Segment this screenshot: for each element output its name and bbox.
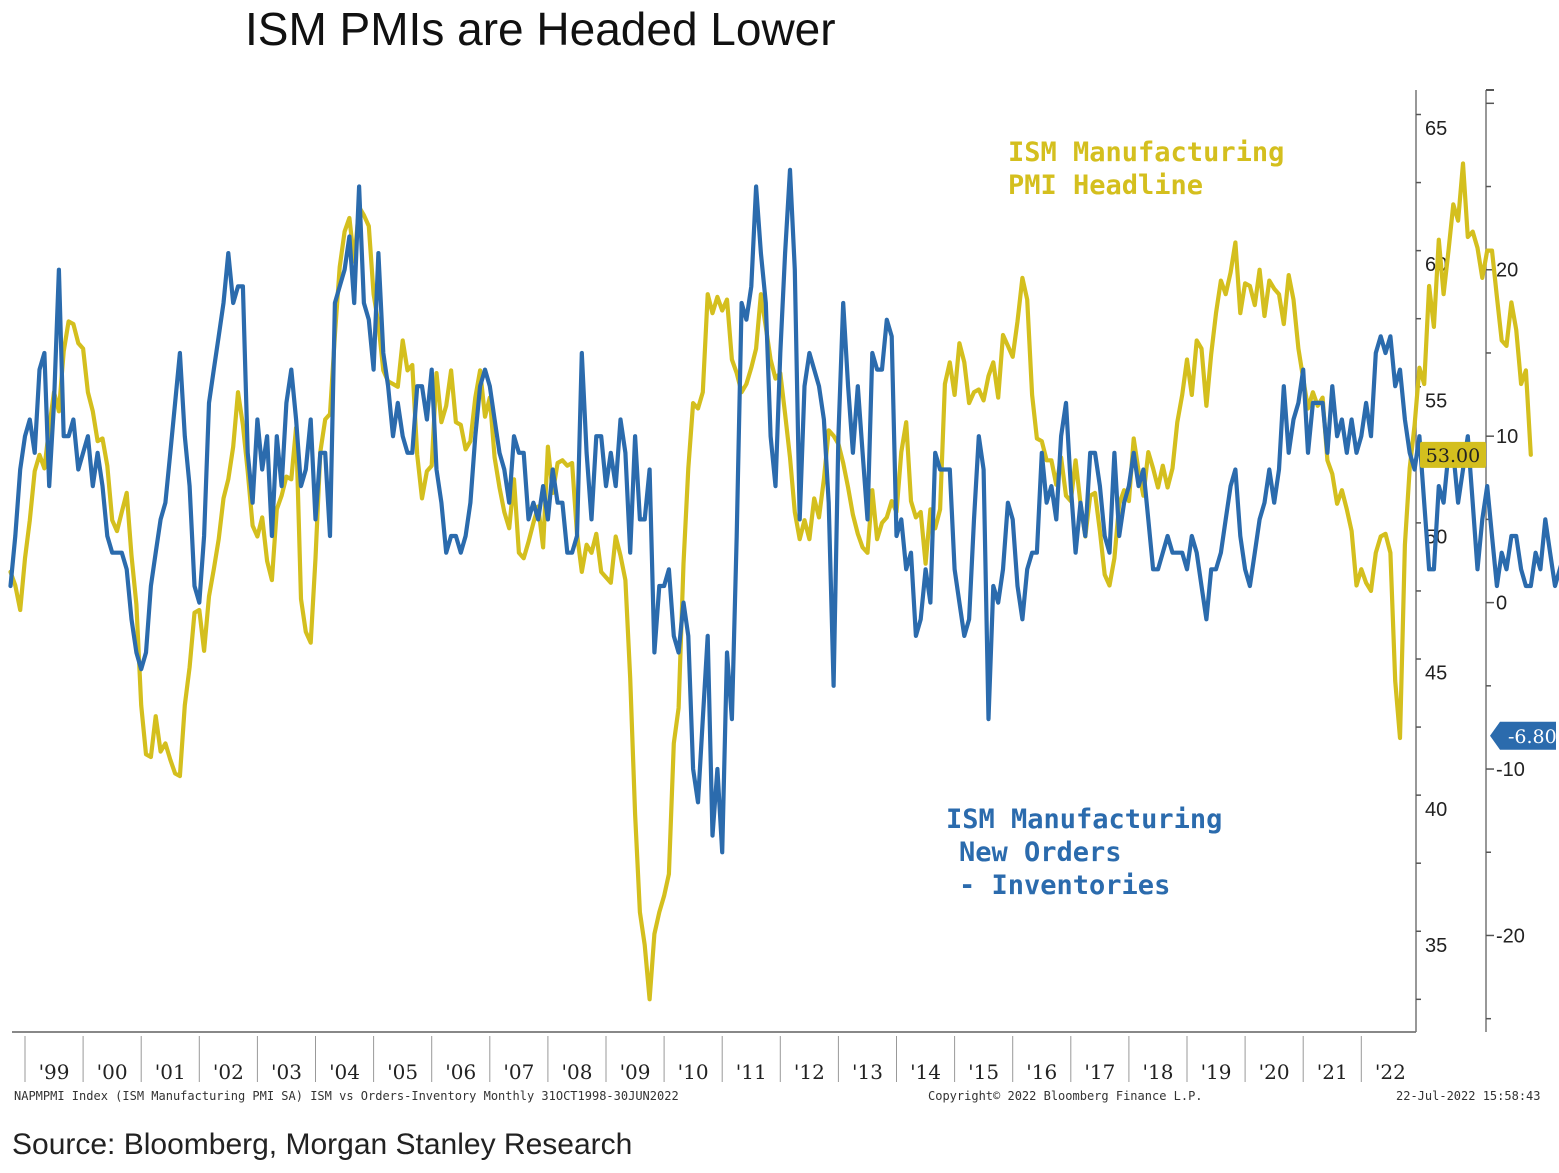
left-axis-tick-label: 55 [1425, 390, 1447, 412]
x-tick-label: '19 [1201, 1060, 1232, 1084]
orders-series-annotation: New Orders [959, 837, 1122, 868]
chart-axes: '99 '00 '01 '02 '03 '04 '05 '06 '07 '08 '09 '10 '11 '… [12, 89, 1525, 1084]
orders-series-annotation: - Inventories [959, 870, 1170, 901]
x-tick-label: '07 [503, 1060, 534, 1084]
footer-series-info: NAPMPMI Index (ISM Manufacturing PMI SA)… [14, 1089, 679, 1103]
right-axis-tick-label: 10 [1496, 426, 1518, 448]
pmi-series-annotation: ISM Manufacturing [1008, 137, 1284, 168]
right-axis-tick-label: 0 [1496, 593, 1507, 615]
right-axis-tick-label: 20 [1496, 260, 1518, 282]
x-tick-label: '08 [561, 1060, 592, 1084]
x-tick-label: '09 [620, 1060, 651, 1084]
x-tick-label: '17 [1084, 1060, 1115, 1084]
chart: '99 '00 '01 '02 '03 '04 '05 '06 '07 '08 '09 '10 '11 '… [8, 89, 1559, 1084]
x-tick-label: '10 [678, 1060, 709, 1084]
orders-last-value-badge [1490, 721, 1556, 750]
x-tick-label: '04 [329, 1060, 360, 1084]
x-tick-label: '03 [271, 1060, 302, 1084]
orders-last-value-label: -6.80 [1508, 726, 1557, 748]
x-tick-label: '14 [910, 1060, 941, 1084]
x-tick-label: '18 [1142, 1060, 1173, 1084]
pmi-last-value-label: 53.00 [1426, 445, 1480, 467]
footer-timestamp: 22-Jul-2022 15:58:43 [1396, 1089, 1541, 1103]
x-tick-label: '06 [445, 1060, 476, 1084]
chart-lines [8, 161, 1559, 1002]
x-tick-label: '99 [39, 1060, 70, 1084]
page-title: ISM PMIs are Headed Lower [245, 3, 836, 55]
left-axis-tick-label: 65 [1425, 118, 1447, 140]
x-tick-label: '13 [852, 1060, 883, 1084]
right-axis-tick-label: -10 [1496, 759, 1525, 781]
footer-copyright: Copyright© 2022 Bloomberg Finance L.P. [928, 1089, 1203, 1103]
x-tick-label: '12 [794, 1060, 825, 1084]
left-axis-tick-label: 40 [1425, 799, 1447, 821]
x-tick-label: '05 [387, 1060, 418, 1084]
left-axis-tick-label: 45 [1425, 663, 1447, 685]
x-tick-label: '15 [968, 1060, 999, 1084]
series-line-orders [8, 167, 1559, 855]
right-axis-tick-label: -20 [1496, 925, 1525, 947]
x-tick-label: '11 [736, 1060, 767, 1084]
pmi-last-value-badge [1420, 441, 1486, 468]
x-tick-label: '02 [213, 1060, 244, 1084]
x-tick-label: '16 [1026, 1060, 1057, 1084]
left-axis-tick-label: 35 [1425, 935, 1447, 957]
pmi-series-annotation: PMI Headline [1008, 170, 1203, 201]
source-note: Source: Bloomberg, Morgan Stanley Resear… [12, 1128, 633, 1161]
x-tick-label: '01 [155, 1060, 186, 1084]
x-tick-label: '00 [97, 1060, 128, 1084]
x-tick-label: '22 [1375, 1060, 1406, 1084]
x-tick-label: '21 [1317, 1060, 1348, 1084]
orders-series-annotation: ISM Manufacturing [946, 804, 1222, 835]
series-line-pmi [8, 161, 1533, 1002]
x-tick-label: '20 [1259, 1060, 1290, 1084]
